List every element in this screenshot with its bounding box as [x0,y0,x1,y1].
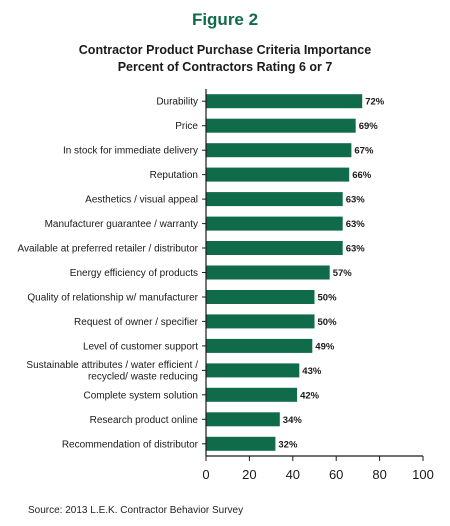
category-label: Level of customer support [83,341,198,352]
category-label: Recommendation of distributor [62,439,199,450]
data-label: 42% [300,390,320,401]
bar [206,192,343,207]
x-tick-label: 60 [329,467,343,482]
bar [206,167,350,182]
data-label: 63% [346,244,366,255]
data-label: 69% [359,121,379,132]
bar [206,265,330,280]
data-label: 63% [346,195,366,206]
category-label: Manufacturer guarantee / warranty [45,219,198,230]
bar [206,314,315,329]
bar [206,94,363,109]
data-label: 66% [352,170,372,181]
bar [206,338,313,353]
source-note: Source: 2013 L.E.K. Contractor Behavior … [28,505,244,516]
category-label: Complete system solution [84,390,199,401]
data-label: 57% [333,268,353,279]
bar [206,436,276,451]
data-label: 63% [346,219,366,230]
data-label: 43% [302,366,322,377]
x-tick-label: 80 [372,467,386,482]
data-label: 50% [318,293,338,304]
bar [206,387,298,402]
data-label: 34% [283,415,303,426]
category-label: Request of owner / specifier [74,317,199,328]
figure-label: Figure 2 [191,10,259,29]
category-label: Energy efficiency of products [70,268,198,279]
category-label: Durability [156,97,198,108]
category-label: Price [175,121,198,132]
bar [206,143,352,158]
category-label: Quality of relationship w/ manufacturer [27,293,198,304]
data-label: 49% [315,341,335,352]
chart-subtitle: Percent of Contractors Rating 6 or 7 [117,60,333,74]
data-label: 67% [354,146,374,157]
category-label: Research product online [90,415,199,426]
bar [206,216,343,231]
bar [206,412,280,427]
category-label: Available at preferred retailer / distri… [18,244,199,255]
bar [206,241,343,255]
x-tick-label: 0 [202,467,209,482]
category-label: recycled/ waste reducing [88,372,198,383]
category-label: Sustainable attributes / water efficient… [26,360,198,371]
chart-title-block: Contractor Product Purchase Criteria Imp… [0,42,450,76]
category-label: Reputation [150,170,198,181]
category-label: Aesthetics / visual appeal [85,195,198,206]
data-label: 32% [278,439,298,450]
x-tick-label: 100 [412,467,434,482]
category-label: In stock for immediate delivery [63,146,198,157]
bar [206,363,300,378]
bar [206,290,315,304]
x-tick-label: 20 [242,467,256,482]
x-tick-label: 40 [286,467,300,482]
data-label: 50% [318,317,338,328]
data-label: 72% [365,97,385,108]
chart-title: Contractor Product Purchase Criteria Imp… [78,43,372,57]
bar [206,118,356,133]
